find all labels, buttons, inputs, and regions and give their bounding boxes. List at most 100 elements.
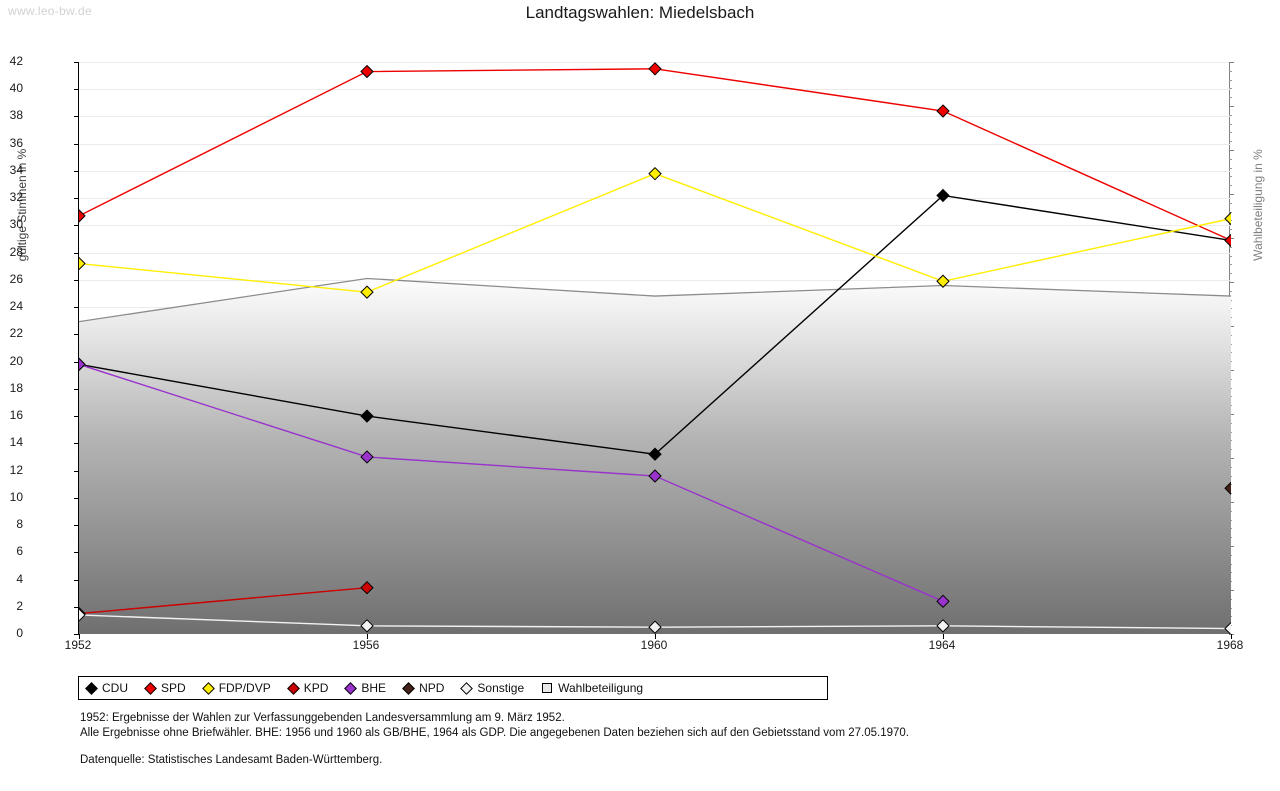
data-point-marker [648, 166, 662, 181]
diamond-marker-icon [286, 681, 300, 695]
y-tick-label-left: 32 [9, 190, 23, 205]
x-tick-mark [1231, 634, 1232, 639]
y-tick-mark-right-minor [1229, 114, 1232, 116]
legend-label: Sonstige [477, 681, 525, 695]
x-tick-mark [367, 634, 368, 639]
x-tick-mark [79, 634, 80, 639]
data-point-marker [360, 64, 374, 79]
data-point-marker [936, 104, 950, 118]
y-tick-label-left: 42 [9, 54, 23, 68]
y-tick-mark-right-minor [1229, 70, 1232, 72]
diamond-marker-icon [344, 681, 358, 695]
site-watermark: www.leo-bw.de [8, 4, 92, 18]
y-tick-label-left: 4 [16, 571, 23, 586]
y-tick-label-left: 40 [9, 81, 23, 96]
footnote-line-1: 1952: Ergebnisse der Wahlen zur Verfassu… [80, 712, 565, 724]
y-tick-mark [74, 606, 79, 608]
diamond-marker-icon [460, 681, 474, 695]
y-tick-label-left: 0 [16, 626, 23, 640]
y-tick-mark [74, 170, 79, 172]
y-tick-mark-right-minor [1229, 273, 1232, 275]
legend-item-kpd[interactable]: KPD [286, 681, 328, 695]
data-point-marker [1224, 211, 1231, 226]
y-tick-mark [74, 252, 79, 254]
y-tick-label-left: 38 [9, 108, 23, 123]
legend-label: CDU [102, 681, 128, 695]
y-tick-mark-right-minor [1229, 211, 1232, 213]
y-tick-mark-right [1229, 150, 1234, 151]
data-point-marker [79, 357, 86, 372]
legend-label: Wahlbeteiligung [558, 681, 644, 695]
chart-footnotes: 1952: Ergebnisse der Wahlen zur Verfassu… [80, 711, 1200, 768]
y-tick-mark [74, 334, 79, 336]
y-tick-mark-right [1229, 590, 1234, 591]
data-point-marker [936, 594, 950, 609]
data-point-marker [79, 256, 86, 271]
footnote-source: Datenquelle: Statistisches Landesamt Bad… [80, 754, 383, 766]
diamond-marker-icon [144, 681, 157, 695]
y-tick-mark [74, 307, 79, 309]
series-line-fdp-dvp [79, 172, 1231, 293]
gridline [79, 89, 1231, 91]
y-tick-mark [74, 143, 79, 145]
legend-item-spd[interactable]: SPD [144, 681, 186, 695]
data-point-marker [360, 409, 374, 423]
y-tick-label-left: 36 [9, 135, 23, 150]
y-tick-mark-right-minor [1229, 88, 1232, 90]
y-tick-label-left: 8 [16, 517, 23, 532]
x-tick-mark [943, 634, 944, 639]
footnote-spacer [80, 741, 1200, 753]
data-point-marker [360, 450, 374, 464]
y-tick-mark-right-minor [1229, 97, 1232, 99]
y-tick-mark [74, 443, 79, 445]
y-tick-mark [74, 388, 79, 390]
y-tick-mark-right-minor [1229, 79, 1232, 81]
y-tick-label-left: 34 [9, 162, 23, 177]
gridline [79, 143, 1231, 145]
data-point-marker [360, 619, 374, 633]
y-tick-mark-right-minor [1229, 202, 1232, 204]
legend-item-npd[interactable]: NPD [402, 681, 444, 695]
legend-item-sonstige[interactable]: Sonstige [460, 681, 525, 695]
series-line-wahlbeteiligung [79, 277, 1231, 323]
y-tick-mark-right-minor [1229, 290, 1232, 292]
y-tick-mark-right [1229, 238, 1234, 239]
y-tick-mark-right [1229, 326, 1234, 327]
y-tick-label-left: 26 [9, 271, 23, 286]
x-tick-label: 1960 [640, 638, 668, 652]
footnote-line-2: Alle Ergebnisse ohne Briefwähler. BHE: 1… [80, 727, 909, 739]
y-tick-mark [74, 579, 79, 581]
x-tick-label: 1956 [352, 638, 380, 652]
data-point-marker [936, 188, 950, 203]
y-tick-mark-right [1229, 502, 1234, 503]
data-point-marker [360, 580, 374, 595]
data-point-marker [79, 608, 86, 622]
y-tick-mark-right-minor [1229, 123, 1232, 125]
data-point-marker [648, 62, 662, 76]
y-tick-mark [74, 470, 79, 472]
y-tick-mark [74, 634, 79, 635]
y-tick-mark-right [1229, 370, 1234, 371]
y-tick-mark-right-minor [1229, 167, 1232, 169]
y-tick-mark [74, 552, 79, 554]
x-tick-label: 1964 [928, 638, 956, 652]
y-tick-mark [74, 416, 79, 418]
x-tick-label: 1968 [1216, 638, 1244, 652]
y-tick-label-left: 6 [16, 544, 23, 559]
y-tick-label-left: 18 [9, 380, 23, 395]
y-tick-label-left: 10 [9, 489, 23, 504]
legend-item-wahlbeteiligung[interactable]: Wahlbeteiligung [542, 681, 643, 695]
y-tick-mark [74, 279, 79, 281]
y-tick-mark [74, 225, 79, 227]
data-point-marker [648, 447, 662, 461]
legend-item-cdu[interactable]: CDU [85, 681, 128, 695]
y-tick-mark [74, 525, 79, 527]
data-point-marker [360, 285, 374, 299]
legend-item-bhe[interactable]: BHE [344, 681, 386, 695]
y-tick-mark [74, 361, 79, 363]
legend-item-fdp-dvp[interactable]: FDP/DVP [201, 681, 271, 695]
series-line-spd [79, 68, 1231, 242]
data-point-marker [1224, 621, 1231, 634]
y-tick-mark [74, 198, 79, 200]
diamond-marker-icon [85, 681, 98, 695]
